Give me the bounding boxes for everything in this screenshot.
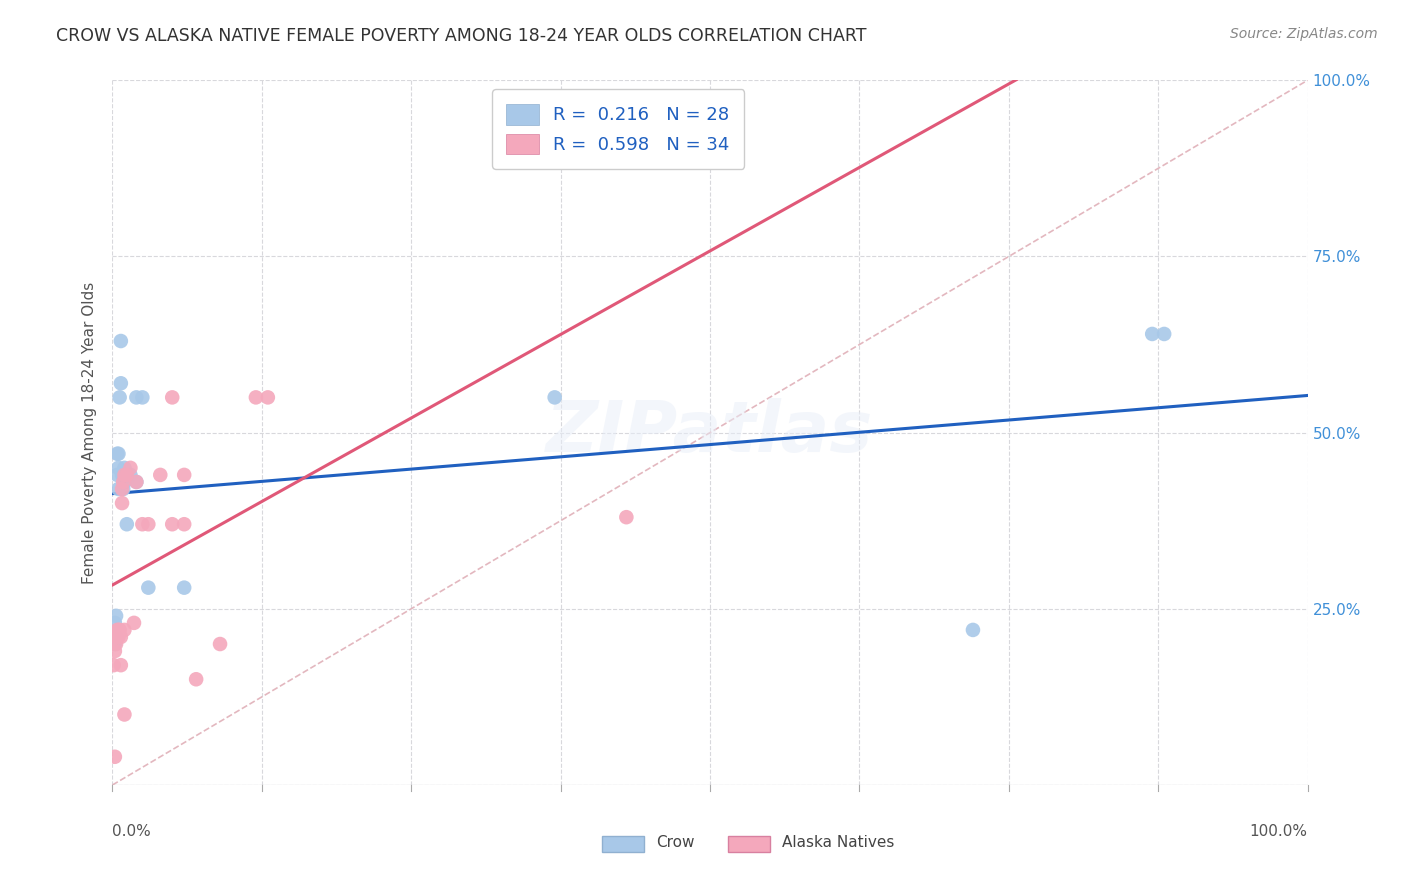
Legend: R =  0.216   N = 28, R =  0.598   N = 34: R = 0.216 N = 28, R = 0.598 N = 34: [492, 89, 744, 169]
Point: [122, 615, 145, 630]
Point: [104, 637, 127, 651]
Point: [131, 391, 153, 405]
FancyBboxPatch shape: [728, 837, 770, 852]
Point: [105, 447, 128, 461]
Point: [110, 630, 132, 644]
Point: [115, 517, 138, 532]
Point: [104, 749, 127, 764]
Y-axis label: Female Poverty Among 18-24 Year Olds: Female Poverty Among 18-24 Year Olds: [82, 282, 97, 583]
Point: [105, 467, 128, 482]
Point: [114, 475, 135, 489]
Point: [173, 517, 195, 532]
Point: [110, 658, 132, 673]
Point: [105, 623, 128, 637]
Point: [111, 467, 134, 482]
Point: [107, 623, 129, 637]
Point: [114, 623, 135, 637]
Point: [162, 391, 183, 405]
Point: [125, 475, 148, 489]
Point: [105, 630, 128, 644]
Point: [103, 658, 125, 673]
Point: [120, 467, 142, 482]
Text: 100.0%: 100.0%: [1250, 823, 1308, 838]
Point: [107, 447, 129, 461]
Point: [112, 475, 135, 489]
Point: [105, 637, 128, 651]
Point: [125, 391, 148, 405]
Point: [110, 376, 132, 391]
Point: [111, 482, 134, 496]
Text: 0.0%: 0.0%: [112, 823, 152, 838]
Point: [186, 673, 208, 687]
Text: CROW VS ALASKA NATIVE FEMALE POVERTY AMONG 18-24 YEAR OLDS CORRELATION CHART: CROW VS ALASKA NATIVE FEMALE POVERTY AMO…: [56, 27, 866, 45]
Point: [111, 496, 134, 510]
Point: [114, 707, 135, 722]
Point: [162, 517, 183, 532]
Point: [107, 630, 129, 644]
Point: [114, 467, 135, 482]
Point: [105, 608, 128, 623]
Point: [962, 623, 984, 637]
Text: Alaska Natives: Alaska Natives: [782, 835, 894, 850]
Point: [104, 615, 127, 630]
Point: [107, 460, 129, 475]
Point: [138, 517, 160, 532]
Point: [173, 581, 195, 595]
Point: [1142, 326, 1164, 341]
Point: [110, 334, 132, 348]
Text: ZIPatlas: ZIPatlas: [547, 398, 873, 467]
Point: [107, 482, 129, 496]
Point: [115, 467, 138, 482]
Point: [1153, 326, 1175, 341]
Point: [112, 482, 135, 496]
Point: [108, 623, 131, 637]
Text: Crow: Crow: [657, 835, 695, 850]
Point: [209, 637, 232, 651]
Point: [125, 475, 148, 489]
Text: Source: ZipAtlas.com: Source: ZipAtlas.com: [1230, 27, 1378, 41]
Point: [105, 630, 128, 644]
Point: [104, 644, 127, 658]
Point: [616, 510, 638, 524]
Point: [543, 151, 565, 165]
FancyBboxPatch shape: [603, 837, 644, 852]
Point: [114, 467, 135, 482]
Point: [131, 517, 153, 532]
Point: [173, 467, 195, 482]
Point: [245, 391, 267, 405]
Point: [138, 581, 160, 595]
Point: [543, 391, 565, 405]
Point: [257, 391, 280, 405]
Point: [120, 460, 142, 475]
Point: [108, 391, 131, 405]
Point: [149, 467, 172, 482]
Point: [114, 460, 135, 475]
